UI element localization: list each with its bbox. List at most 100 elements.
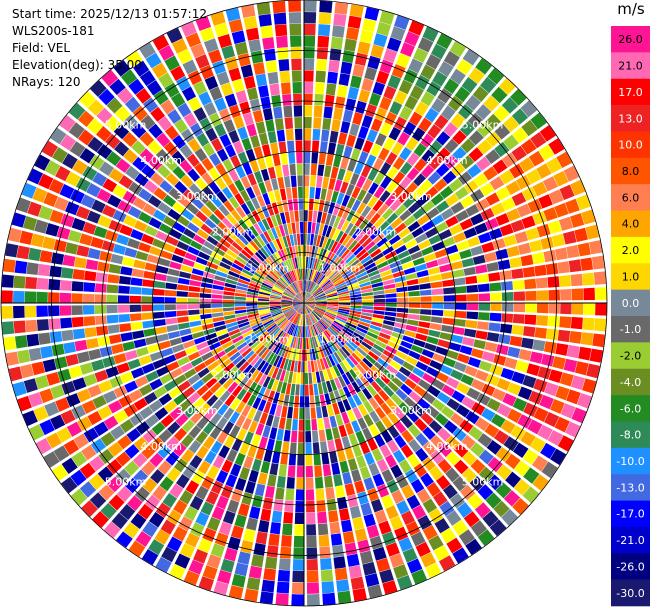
ppi-gate	[452, 130, 467, 145]
ppi-gate	[367, 437, 378, 451]
ppi-gate	[209, 426, 222, 440]
ppi-gate	[477, 433, 493, 448]
ppi-gate	[255, 344, 266, 355]
ppi-gate	[325, 288, 337, 295]
ppi-gate	[126, 50, 143, 68]
ppi-gate	[36, 277, 49, 290]
ppi-gate	[381, 416, 393, 429]
ppi-gate	[209, 213, 221, 226]
ppi-gate	[568, 259, 582, 273]
ppi-gate	[304, 303, 315, 307]
ppi-gate	[566, 389, 581, 405]
ppi-gate	[361, 78, 374, 92]
ppi-gate	[49, 265, 62, 278]
ppi-gate	[180, 362, 193, 373]
ppi-gate	[345, 27, 360, 41]
range-ring-label: 3.00km	[390, 404, 432, 417]
ppi-gate	[277, 331, 285, 342]
ppi-gate	[342, 386, 352, 398]
ppi-gate	[339, 460, 350, 474]
ppi-gate	[456, 502, 473, 518]
colorbar-tick-label: 21.0	[618, 60, 643, 73]
ppi-gate	[294, 296, 304, 303]
ppi-gate	[297, 245, 302, 257]
ppi-gate	[321, 317, 331, 326]
ppi-gate	[445, 244, 459, 255]
ppi-gate	[580, 257, 594, 271]
ppi-gate	[143, 391, 158, 405]
ppi-gate	[337, 400, 346, 414]
ppi-gate	[326, 498, 337, 511]
ppi-gate	[250, 320, 262, 327]
ppi-gate	[246, 577, 261, 591]
ppi-gate	[235, 206, 246, 219]
colorbar-box	[611, 78, 650, 106]
ppi-gate	[60, 409, 76, 425]
ppi-gate	[460, 484, 476, 501]
ppi-gate	[289, 348, 295, 360]
ppi-gate	[368, 397, 380, 410]
ppi-gate	[272, 239, 280, 252]
ppi-gate	[206, 235, 219, 246]
ppi-gate	[304, 295, 314, 303]
ppi-gate	[135, 88, 152, 104]
ppi-gate	[595, 303, 607, 316]
ppi-gate	[473, 339, 486, 350]
ppi-gate	[304, 47, 315, 59]
ppi-gate	[319, 261, 327, 273]
ppi-gate	[266, 352, 275, 364]
ppi-gate	[266, 323, 277, 333]
ppi-gate	[132, 156, 147, 171]
ppi-gate	[177, 215, 191, 227]
ppi-gate	[187, 351, 201, 362]
ppi-gate	[397, 345, 411, 355]
ppi-gate	[139, 406, 154, 420]
ppi-gate	[310, 283, 318, 294]
ppi-gate	[173, 374, 187, 386]
ppi-gate	[134, 486, 150, 502]
ppi-gate	[83, 373, 98, 387]
ppi-gate	[128, 540, 146, 557]
ppi-gate	[265, 337, 275, 348]
ppi-gate	[182, 59, 198, 75]
ppi-gate	[305, 314, 309, 326]
ppi-gate	[274, 118, 284, 131]
ppi-gate	[460, 374, 474, 386]
ppi-gate	[306, 500, 315, 513]
ppi-gate	[293, 93, 302, 106]
ppi-gate	[419, 289, 432, 296]
ppi-gate	[337, 168, 346, 181]
ppi-gate	[81, 400, 97, 414]
ppi-gate	[28, 424, 45, 441]
ppi-gate	[314, 323, 322, 334]
ppi-gate	[317, 418, 324, 430]
ppi-gate	[374, 256, 387, 266]
ppi-gate	[341, 346, 351, 357]
ppi-gate	[290, 283, 298, 294]
ppi-gate	[344, 274, 356, 282]
ppi-gate	[273, 286, 284, 293]
ppi-gate	[269, 305, 281, 309]
ppi-gate	[475, 104, 492, 120]
ppi-gate	[253, 62, 266, 76]
ppi-gate	[2, 321, 15, 335]
ppi-gate	[267, 474, 277, 487]
ppi-gate	[49, 331, 63, 344]
ppi-gate	[164, 82, 180, 98]
ppi-gate	[308, 198, 314, 211]
ppi-gate	[331, 119, 341, 132]
ppi-gate	[475, 369, 489, 382]
ppi-gate	[497, 259, 511, 270]
ppi-gate	[323, 344, 331, 356]
ppi-gate	[53, 445, 70, 462]
ppi-gate	[284, 211, 291, 224]
ppi-gate	[400, 444, 414, 458]
ppi-gate	[258, 85, 270, 98]
ppi-gate	[171, 343, 185, 353]
ppi-gate	[249, 317, 261, 324]
ppi-gate	[324, 94, 335, 108]
ppi-gate	[50, 127, 67, 145]
ppi-gate	[552, 356, 566, 370]
ppi-gate	[477, 283, 490, 293]
ppi-gate	[588, 240, 603, 255]
